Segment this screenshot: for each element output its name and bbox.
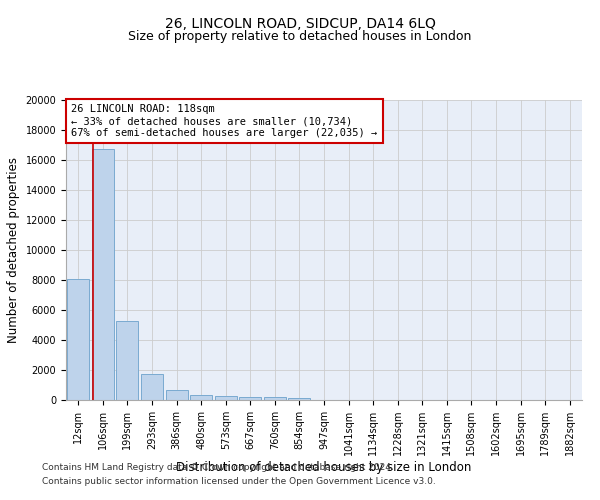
Bar (92, 150, 114, 400)
Bar (141, 374, 163, 400)
Bar (239, 397, 262, 400)
Text: Size of property relative to detached houses in London: Size of property relative to detached ho… (128, 30, 472, 43)
Bar (215, 396, 237, 400)
Bar (289, 398, 310, 400)
Bar (116, 320, 139, 400)
Bar (166, 390, 188, 400)
Text: Contains HM Land Registry data © Crown copyright and database right 2024.: Contains HM Land Registry data © Crown c… (42, 464, 394, 472)
Text: 26 LINCOLN ROAD: 118sqm
← 33% of detached houses are smaller (10,734)
67% of sem: 26 LINCOLN ROAD: 118sqm ← 33% of detache… (71, 104, 377, 138)
Y-axis label: Number of detached properties: Number of detached properties (7, 157, 20, 343)
X-axis label: Distribution of detached houses by size in London: Distribution of detached houses by size … (176, 461, 472, 474)
Text: 26, LINCOLN ROAD, SIDCUP, DA14 6LQ: 26, LINCOLN ROAD, SIDCUP, DA14 6LQ (164, 18, 436, 32)
Bar (67, 278, 89, 400)
Bar (264, 398, 286, 400)
Text: Contains public sector information licensed under the Open Government Licence v3: Contains public sector information licen… (42, 477, 436, 486)
Bar (190, 395, 212, 400)
